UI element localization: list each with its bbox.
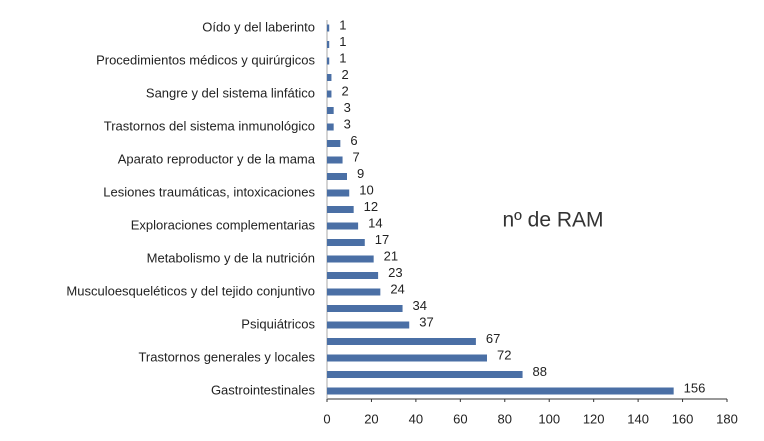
- x-tick-label: 100: [538, 411, 560, 426]
- bar: [327, 338, 476, 345]
- value-label: 9: [357, 166, 364, 181]
- x-tick-label: 80: [498, 411, 512, 426]
- bar: [327, 189, 350, 197]
- bar: [327, 90, 332, 98]
- x-tick-label: 40: [409, 411, 423, 426]
- y-tick-label: Trastornos generales y locales: [138, 349, 315, 364]
- y-tick-label: Trastornos del sistema inmunológico: [104, 118, 315, 133]
- y-tick-label: Psiquiátricos: [241, 316, 315, 331]
- y-tick-label: Aparato reproductor y de la mama: [118, 151, 316, 166]
- y-tick-label: Lesiones traumáticas, intoxicaciones: [103, 184, 315, 199]
- bar: [327, 123, 334, 131]
- bar: [327, 41, 330, 48]
- value-label: 37: [419, 314, 433, 329]
- x-tick-label: 140: [627, 411, 649, 426]
- value-label: 7: [353, 149, 360, 164]
- bar: [327, 206, 354, 213]
- x-tick-label: 20: [364, 411, 378, 426]
- y-tick-label: Oído y del laberinto: [202, 19, 315, 34]
- value-label: 3: [344, 100, 351, 115]
- bar: [327, 239, 365, 246]
- x-tick-label: 180: [716, 411, 738, 426]
- value-label: 1: [339, 34, 346, 49]
- x-tick-label: 160: [672, 411, 694, 426]
- value-label: 3: [344, 116, 351, 131]
- y-tick-label: Musculoesqueléticos y del tejido conjunt…: [66, 283, 315, 298]
- value-label: 67: [486, 331, 500, 346]
- chart-title: nº de RAM: [502, 209, 603, 232]
- value-label: 34: [413, 298, 427, 313]
- value-label: 72: [497, 347, 511, 362]
- bar: [327, 387, 674, 395]
- value-label: 88: [533, 364, 547, 379]
- value-label: 24: [390, 281, 404, 296]
- y-tick-label: Gastrointestinales: [211, 382, 316, 397]
- bar: [327, 371, 523, 378]
- y-tick-label: Sangre y del sistema linfático: [146, 85, 315, 100]
- value-label: 23: [388, 265, 402, 280]
- bar: [327, 140, 341, 147]
- bar: [327, 156, 343, 164]
- bar: [327, 107, 334, 114]
- value-label: 12: [364, 199, 378, 214]
- y-tick-label: Metabolismo y de la nutrición: [147, 250, 315, 265]
- value-label: 10: [359, 182, 373, 197]
- value-label: 1: [339, 50, 346, 65]
- bar: [327, 305, 403, 312]
- value-label: 2: [341, 83, 348, 98]
- x-tick-label: 60: [453, 411, 467, 426]
- x-tick-label: 0: [323, 411, 330, 426]
- bar: [327, 321, 410, 329]
- bar: [327, 288, 381, 296]
- bar: [327, 354, 487, 362]
- value-label: 21: [384, 248, 398, 263]
- x-tick-label: 120: [583, 411, 605, 426]
- value-label: 6: [350, 133, 357, 148]
- bar: [327, 24, 330, 32]
- value-label: 17: [375, 232, 389, 247]
- y-tick-label: Exploraciones complementarias: [131, 217, 316, 232]
- bar: [327, 74, 332, 81]
- bar: [327, 222, 359, 230]
- bar: [327, 272, 379, 279]
- value-label: 14: [368, 215, 382, 230]
- bar: [327, 57, 330, 65]
- bar: [327, 255, 374, 263]
- bar: [327, 173, 347, 180]
- y-tick-label: Procedimientos médicos y quirúrgicos: [96, 52, 315, 67]
- value-label: 156: [684, 380, 706, 395]
- value-label: 2: [341, 67, 348, 82]
- value-label: 1: [339, 17, 346, 32]
